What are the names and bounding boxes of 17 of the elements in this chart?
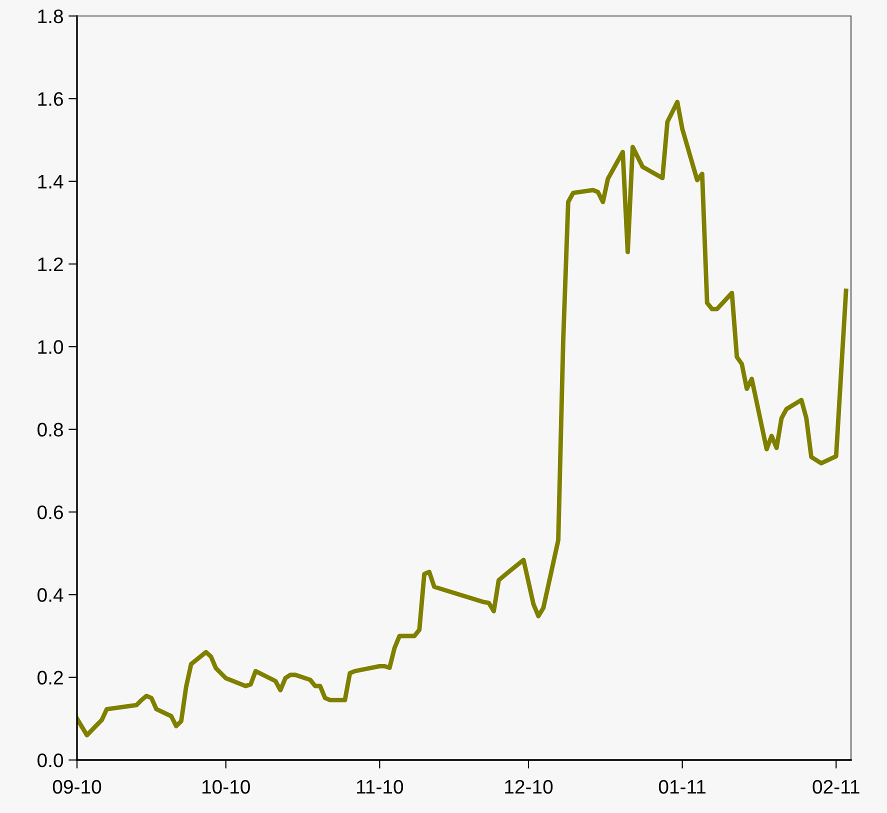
y-tick-label: 1.6 [38,92,63,106]
y-tick-label: 1.2 [38,257,63,272]
y-tick-label: 1.0 [38,340,64,354]
y-tick-label: 0.4 [38,588,64,602]
y-tick-label: 0.8 [38,422,63,437]
x-tick-label: 01-11 [658,780,706,794]
x-tick-label: 10-10 [202,780,250,794]
y-tick-label: 0.6 [38,505,63,520]
x-tick-label: 02-11 [812,780,860,794]
y-tick-label: 1.4 [38,175,64,188]
y-tick-label: 0.2 [38,670,63,685]
x-tick-label: 11-10 [356,780,404,794]
x-tick-label: 12-10 [505,780,553,794]
y-tick-label: 1.8 [38,9,63,24]
x-tick-label: 09-10 [52,780,102,794]
line-series [77,100,848,738]
y-tick-label: 0.0 [38,753,64,768]
